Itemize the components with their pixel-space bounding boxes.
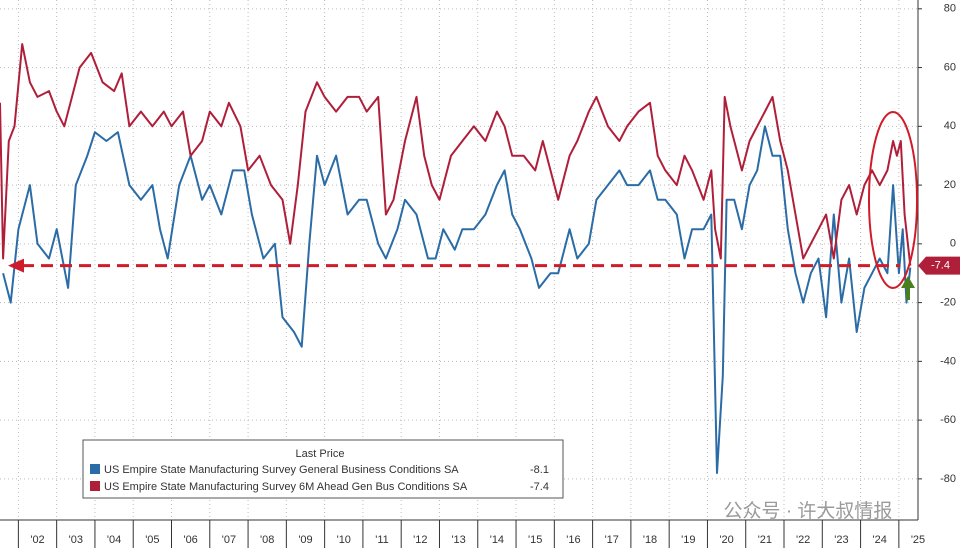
legend-value: -8.1 xyxy=(530,464,549,476)
y-tick-label: 60 xyxy=(944,61,956,73)
legend-swatch xyxy=(90,481,100,491)
legend-label: US Empire State Manufacturing Survey 6M … xyxy=(104,481,468,493)
x-tick-label: '12 xyxy=(413,534,427,546)
last-price-label: -7.4 xyxy=(931,259,950,271)
watermark: 公众号 · 许大叔情报 xyxy=(724,500,893,522)
x-tick-label: '13 xyxy=(451,534,465,546)
y-tick-label: -20 xyxy=(940,297,956,309)
series-line xyxy=(0,43,912,266)
x-tick-label: '23 xyxy=(834,534,848,546)
x-tick-label: '09 xyxy=(298,534,312,546)
x-tick-label: '22 xyxy=(796,534,810,546)
x-tick-label: '04 xyxy=(107,534,121,546)
x-tick-label: '10 xyxy=(337,534,351,546)
x-tick-label: '08 xyxy=(260,534,274,546)
legend-value: -7.4 xyxy=(530,481,549,493)
y-tick-label: 40 xyxy=(944,120,956,132)
legend-label: US Empire State Manufacturing Survey Gen… xyxy=(104,464,459,476)
legend-title: Last Price xyxy=(296,448,345,460)
x-tick-label: '02 xyxy=(30,534,44,546)
up-arrow xyxy=(901,276,915,300)
x-tick-label: '06 xyxy=(183,534,197,546)
x-tick-label: '03 xyxy=(69,534,83,546)
highlight-ellipse xyxy=(868,111,918,289)
series-line xyxy=(2,125,912,474)
x-tick-label: '07 xyxy=(222,534,236,546)
x-tick-label: '14 xyxy=(490,534,504,546)
y-tick-label: 0 xyxy=(950,238,956,250)
x-tick-label: '25 xyxy=(911,534,925,546)
x-tick-label: '19 xyxy=(681,534,695,546)
legend-swatch xyxy=(90,464,100,474)
x-tick-label: '21 xyxy=(758,534,772,546)
x-tick-label: '17 xyxy=(605,534,619,546)
y-tick-label: -60 xyxy=(940,414,956,426)
x-tick-label: '18 xyxy=(643,534,657,546)
lines xyxy=(0,43,912,474)
y-tick-label: -40 xyxy=(940,355,956,367)
reference-arrow xyxy=(8,258,24,273)
y-tick-label: 20 xyxy=(944,179,956,191)
y-tick-label: -80 xyxy=(940,473,956,485)
x-tick-label: '20 xyxy=(719,534,733,546)
x-tick-label: '15 xyxy=(528,534,542,546)
y-tick-label: 80 xyxy=(944,3,956,15)
last-price-tag xyxy=(918,256,960,275)
x-tick-label: '16 xyxy=(566,534,580,546)
x-tick-label: '11 xyxy=(375,534,389,546)
legend-box xyxy=(82,439,564,499)
x-tick-label: '05 xyxy=(145,534,159,546)
legend: Last Price US Empire State Manufacturing… xyxy=(82,439,564,499)
x-tick-label: '24 xyxy=(873,534,887,546)
